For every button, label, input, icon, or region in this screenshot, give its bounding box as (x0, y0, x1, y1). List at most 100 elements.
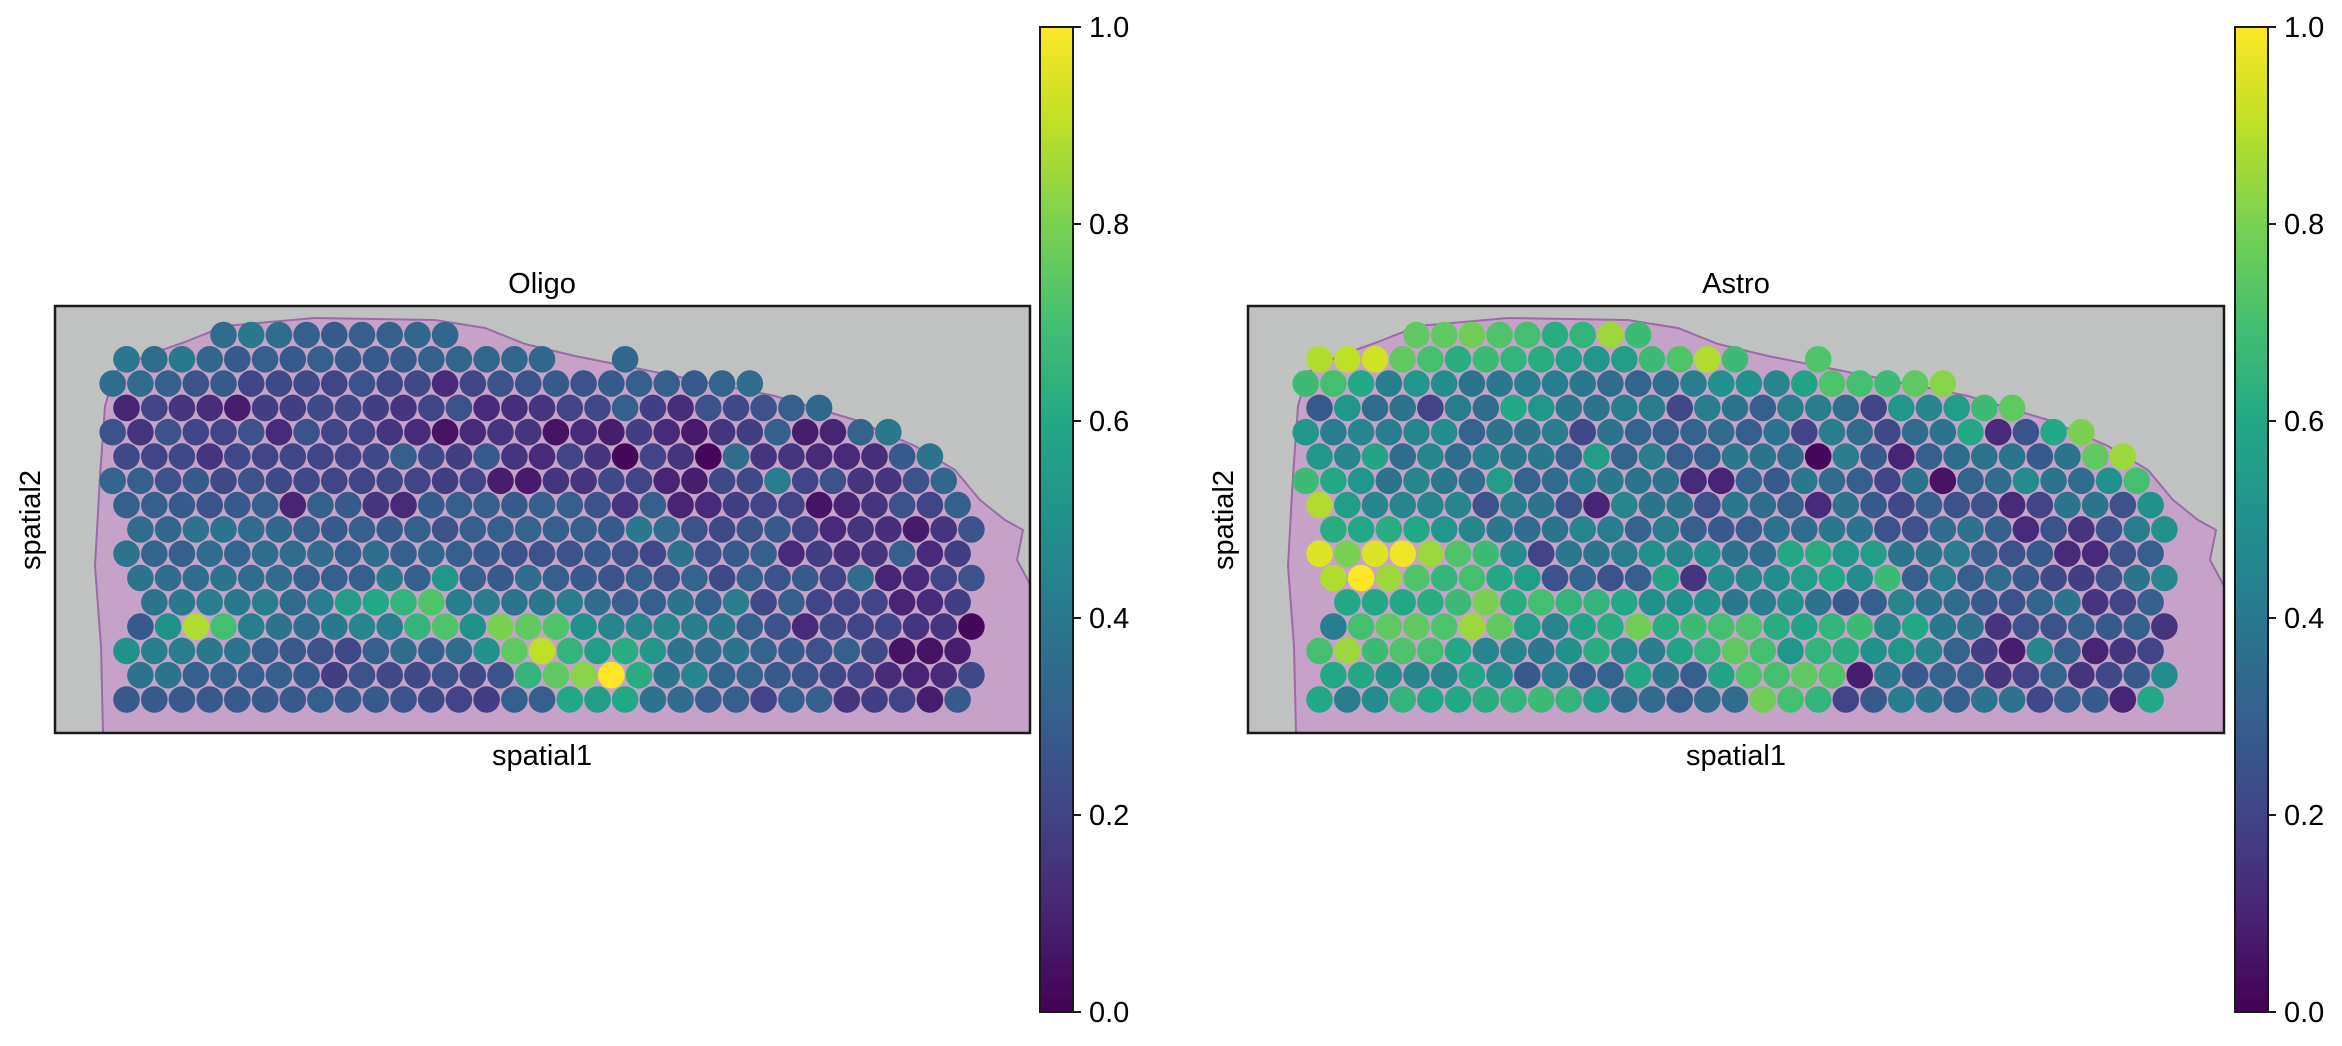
spot (113, 394, 140, 422)
spot (1472, 443, 1500, 470)
spot (861, 443, 888, 470)
spot (2081, 686, 2109, 713)
spot (1458, 564, 1486, 592)
spot (667, 540, 694, 567)
spot (625, 467, 653, 495)
spot (1666, 686, 1693, 713)
spot (598, 370, 625, 397)
spot (1430, 370, 1458, 397)
spot (1389, 491, 1416, 519)
spot (708, 661, 736, 689)
spot (1707, 516, 1735, 543)
spot (667, 443, 694, 470)
spot (1638, 394, 1666, 422)
spot (1541, 564, 1569, 592)
spot (1500, 540, 1527, 567)
spot (584, 443, 611, 470)
spot (1707, 370, 1735, 397)
spot (1860, 686, 1887, 713)
spot (196, 443, 223, 470)
spot (764, 661, 791, 689)
spot (141, 394, 168, 422)
spot (279, 637, 307, 665)
spot (348, 370, 376, 397)
spot (1721, 346, 1749, 373)
spot (1527, 686, 1555, 713)
spot (570, 564, 597, 592)
spot (598, 516, 625, 543)
spot (584, 686, 611, 713)
spot (888, 443, 916, 470)
spot (2012, 467, 2040, 495)
spot (1749, 443, 1777, 470)
spot (2054, 589, 2081, 616)
spot (570, 418, 597, 446)
spot (1444, 394, 1472, 422)
spot (2123, 467, 2150, 495)
spot (1749, 589, 1777, 616)
spot (528, 346, 556, 373)
spot (1361, 589, 1389, 616)
colorbar-tick-label: 1.0 (1089, 12, 1129, 44)
spot (930, 467, 957, 495)
spot (805, 637, 833, 665)
spot (1777, 589, 1804, 616)
plot-area (1248, 306, 2224, 733)
spot (348, 321, 376, 349)
spot (154, 661, 182, 689)
spot (1569, 613, 1596, 640)
spot (321, 516, 348, 543)
spot (598, 661, 625, 689)
spot (750, 491, 777, 519)
spot (1417, 394, 1444, 422)
spot (778, 491, 805, 519)
spot (1707, 613, 1735, 640)
spot (514, 418, 542, 446)
spot (1458, 661, 1486, 689)
spot (1334, 589, 1361, 616)
spot (514, 370, 542, 397)
spot (681, 613, 708, 640)
spot (307, 443, 334, 470)
spot (2081, 589, 2109, 616)
spot (1888, 443, 1915, 470)
spot (1860, 589, 1887, 616)
spot (1804, 346, 1832, 373)
spot (1555, 443, 1583, 470)
spot (1666, 589, 1693, 616)
spot (1749, 637, 1777, 665)
spot (653, 516, 680, 543)
spot (1791, 467, 1818, 495)
spot (902, 613, 930, 640)
spot (875, 661, 902, 689)
spot (681, 370, 708, 397)
spot (334, 491, 362, 519)
spot (778, 394, 805, 422)
spot (1998, 491, 2026, 519)
spot (695, 394, 722, 422)
spot (487, 370, 514, 397)
spot (805, 491, 833, 519)
spot (1430, 516, 1458, 543)
spot (473, 346, 500, 373)
spot (1929, 467, 1957, 495)
spot (598, 613, 625, 640)
spot (861, 491, 888, 519)
spot (321, 370, 348, 397)
spot (1804, 443, 1832, 470)
spot (750, 394, 777, 422)
spot (570, 661, 597, 689)
spot (182, 418, 210, 446)
spot (1375, 516, 1403, 543)
spot (293, 370, 320, 397)
spot (1430, 467, 1458, 495)
spot (404, 418, 431, 446)
spot (2026, 540, 2054, 567)
spot (431, 418, 459, 446)
spot (404, 516, 431, 543)
spot (944, 540, 971, 567)
spot (667, 686, 694, 713)
spot (2054, 540, 2081, 567)
spot (708, 564, 736, 592)
spot (653, 418, 680, 446)
